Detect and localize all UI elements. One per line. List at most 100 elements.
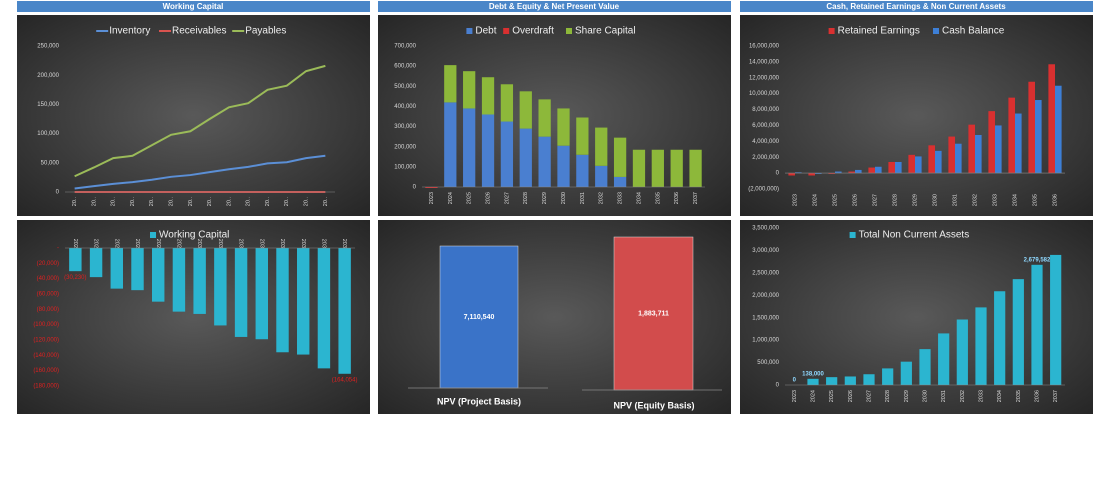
- x-tick-label: 2029: [542, 192, 548, 204]
- x-tick-label: 2035: [655, 192, 661, 204]
- y-tick-label: (20,000): [37, 261, 59, 267]
- header-bar: [378, 1, 731, 12]
- x-tick-label: 2033: [992, 194, 998, 206]
- bar-segment: [481, 77, 495, 115]
- bar: [317, 248, 331, 369]
- y-tick-label: -: [57, 246, 59, 252]
- line-series: [74, 64, 326, 178]
- line-series: [74, 154, 326, 190]
- y-tick-label: 0: [413, 185, 417, 191]
- x-tick-label: 2031: [952, 194, 958, 206]
- bar-segment: [500, 84, 514, 122]
- y-tick-label: 0: [56, 190, 60, 196]
- x-tick-label: 2023: [792, 390, 798, 402]
- x-tick-label: 2034: [636, 192, 642, 204]
- bar: [788, 173, 795, 176]
- bar-segment: [444, 65, 457, 103]
- legend-label: Working Capital: [159, 230, 229, 241]
- bar: [193, 248, 206, 314]
- bar: [975, 134, 982, 174]
- x-tick-label: 20..: [207, 197, 213, 207]
- y-tick-label: 8,000,000: [752, 107, 779, 113]
- bar: [214, 248, 227, 326]
- header-bar: [17, 1, 370, 12]
- x-tick-label: 2025: [93, 239, 99, 251]
- x-tick-label: 2023: [429, 192, 435, 204]
- header-title: Cash, Retained Earnings & Non Current As…: [826, 2, 1006, 11]
- x-tick-label: 2024: [448, 192, 454, 204]
- y-tick-label: 6,000,000: [752, 123, 779, 129]
- bar: [935, 150, 942, 174]
- bar-segment: [444, 102, 457, 187]
- bar-segment: [519, 128, 532, 187]
- bar: [919, 349, 931, 385]
- x-tick-label: 2024: [810, 390, 816, 402]
- x-tick-label: 2031: [941, 390, 947, 402]
- bar: [1050, 254, 1062, 385]
- x-tick-label: 2025: [467, 192, 473, 204]
- y-tick-label: (120,000): [33, 338, 59, 344]
- bar: [995, 125, 1002, 174]
- value-label: (30,230): [64, 275, 86, 281]
- y-tick-label: 16,000,000: [749, 44, 780, 50]
- value-label: 138,000: [802, 371, 824, 377]
- y-tick-label: (100,000): [33, 322, 59, 328]
- bar: [255, 248, 268, 340]
- x-tick-label: 2033: [978, 390, 984, 402]
- y-tick-label: (2,000,000): [748, 187, 779, 193]
- y-tick-label: 4,000,000: [752, 139, 779, 145]
- x-tick-label: 2035: [1032, 194, 1038, 206]
- x-tick-label: 2033: [618, 192, 624, 204]
- bar-segment: [689, 149, 702, 187]
- legend-label: Cash Balance: [942, 26, 1005, 37]
- y-tick-label: 0: [776, 383, 780, 389]
- bar: [1055, 85, 1062, 174]
- x-tick-label: 20..: [130, 197, 136, 207]
- y-tick-label: (160,000): [33, 368, 59, 374]
- y-tick-label: 14,000,000: [749, 59, 780, 65]
- x-tick-label: 2026: [852, 194, 858, 206]
- bar: [882, 368, 894, 385]
- bar: [1028, 81, 1035, 174]
- x-tick-label: 2035: [300, 239, 306, 251]
- y-tick-label: (140,000): [33, 353, 59, 359]
- bar: [956, 319, 968, 385]
- bar: [900, 361, 912, 385]
- x-tick-label: 20..: [72, 197, 78, 207]
- header-title: Debt & Equity & Net Present Value: [489, 2, 620, 11]
- bar-segment: [576, 154, 589, 187]
- panel: [17, 15, 370, 216]
- bar-segment: [519, 91, 532, 129]
- y-tick-label: 12,000,000: [749, 75, 780, 81]
- x-tick-label: 2032: [599, 192, 605, 204]
- legend-label: Debt: [475, 26, 496, 37]
- x-tick-label: 2025: [829, 390, 835, 402]
- bar: [89, 248, 103, 278]
- bar: [172, 248, 186, 312]
- y-tick-label: 1,000,000: [752, 338, 779, 344]
- header-title: Working Capital: [163, 2, 224, 11]
- bar: [826, 377, 838, 385]
- x-tick-label: 2029: [175, 239, 181, 251]
- bar-segment: [463, 108, 476, 187]
- bar: [888, 161, 895, 174]
- bar: [276, 248, 289, 353]
- x-tick-label: 20..: [284, 197, 290, 207]
- x-tick-label: 2028: [155, 239, 161, 251]
- legend-label: Retained Earnings: [838, 26, 920, 37]
- x-tick-label: 2036: [320, 239, 326, 251]
- x-tick-label: 2029: [904, 390, 910, 402]
- bar-segment: [500, 121, 514, 187]
- x-tick-label: 2030: [561, 192, 567, 204]
- bar-segment: [538, 136, 551, 187]
- bar: [1035, 100, 1042, 174]
- x-tick-label: 2033: [258, 239, 264, 251]
- y-tick-label: 500,000: [394, 84, 416, 90]
- x-tick-label: 2036: [1034, 390, 1040, 402]
- npv-bar: [613, 236, 694, 391]
- x-tick-label: 2027: [866, 390, 872, 402]
- bar-segment: [670, 149, 683, 187]
- x-tick-label: 2028: [523, 192, 529, 204]
- y-tick-label: 2,000,000: [752, 155, 779, 161]
